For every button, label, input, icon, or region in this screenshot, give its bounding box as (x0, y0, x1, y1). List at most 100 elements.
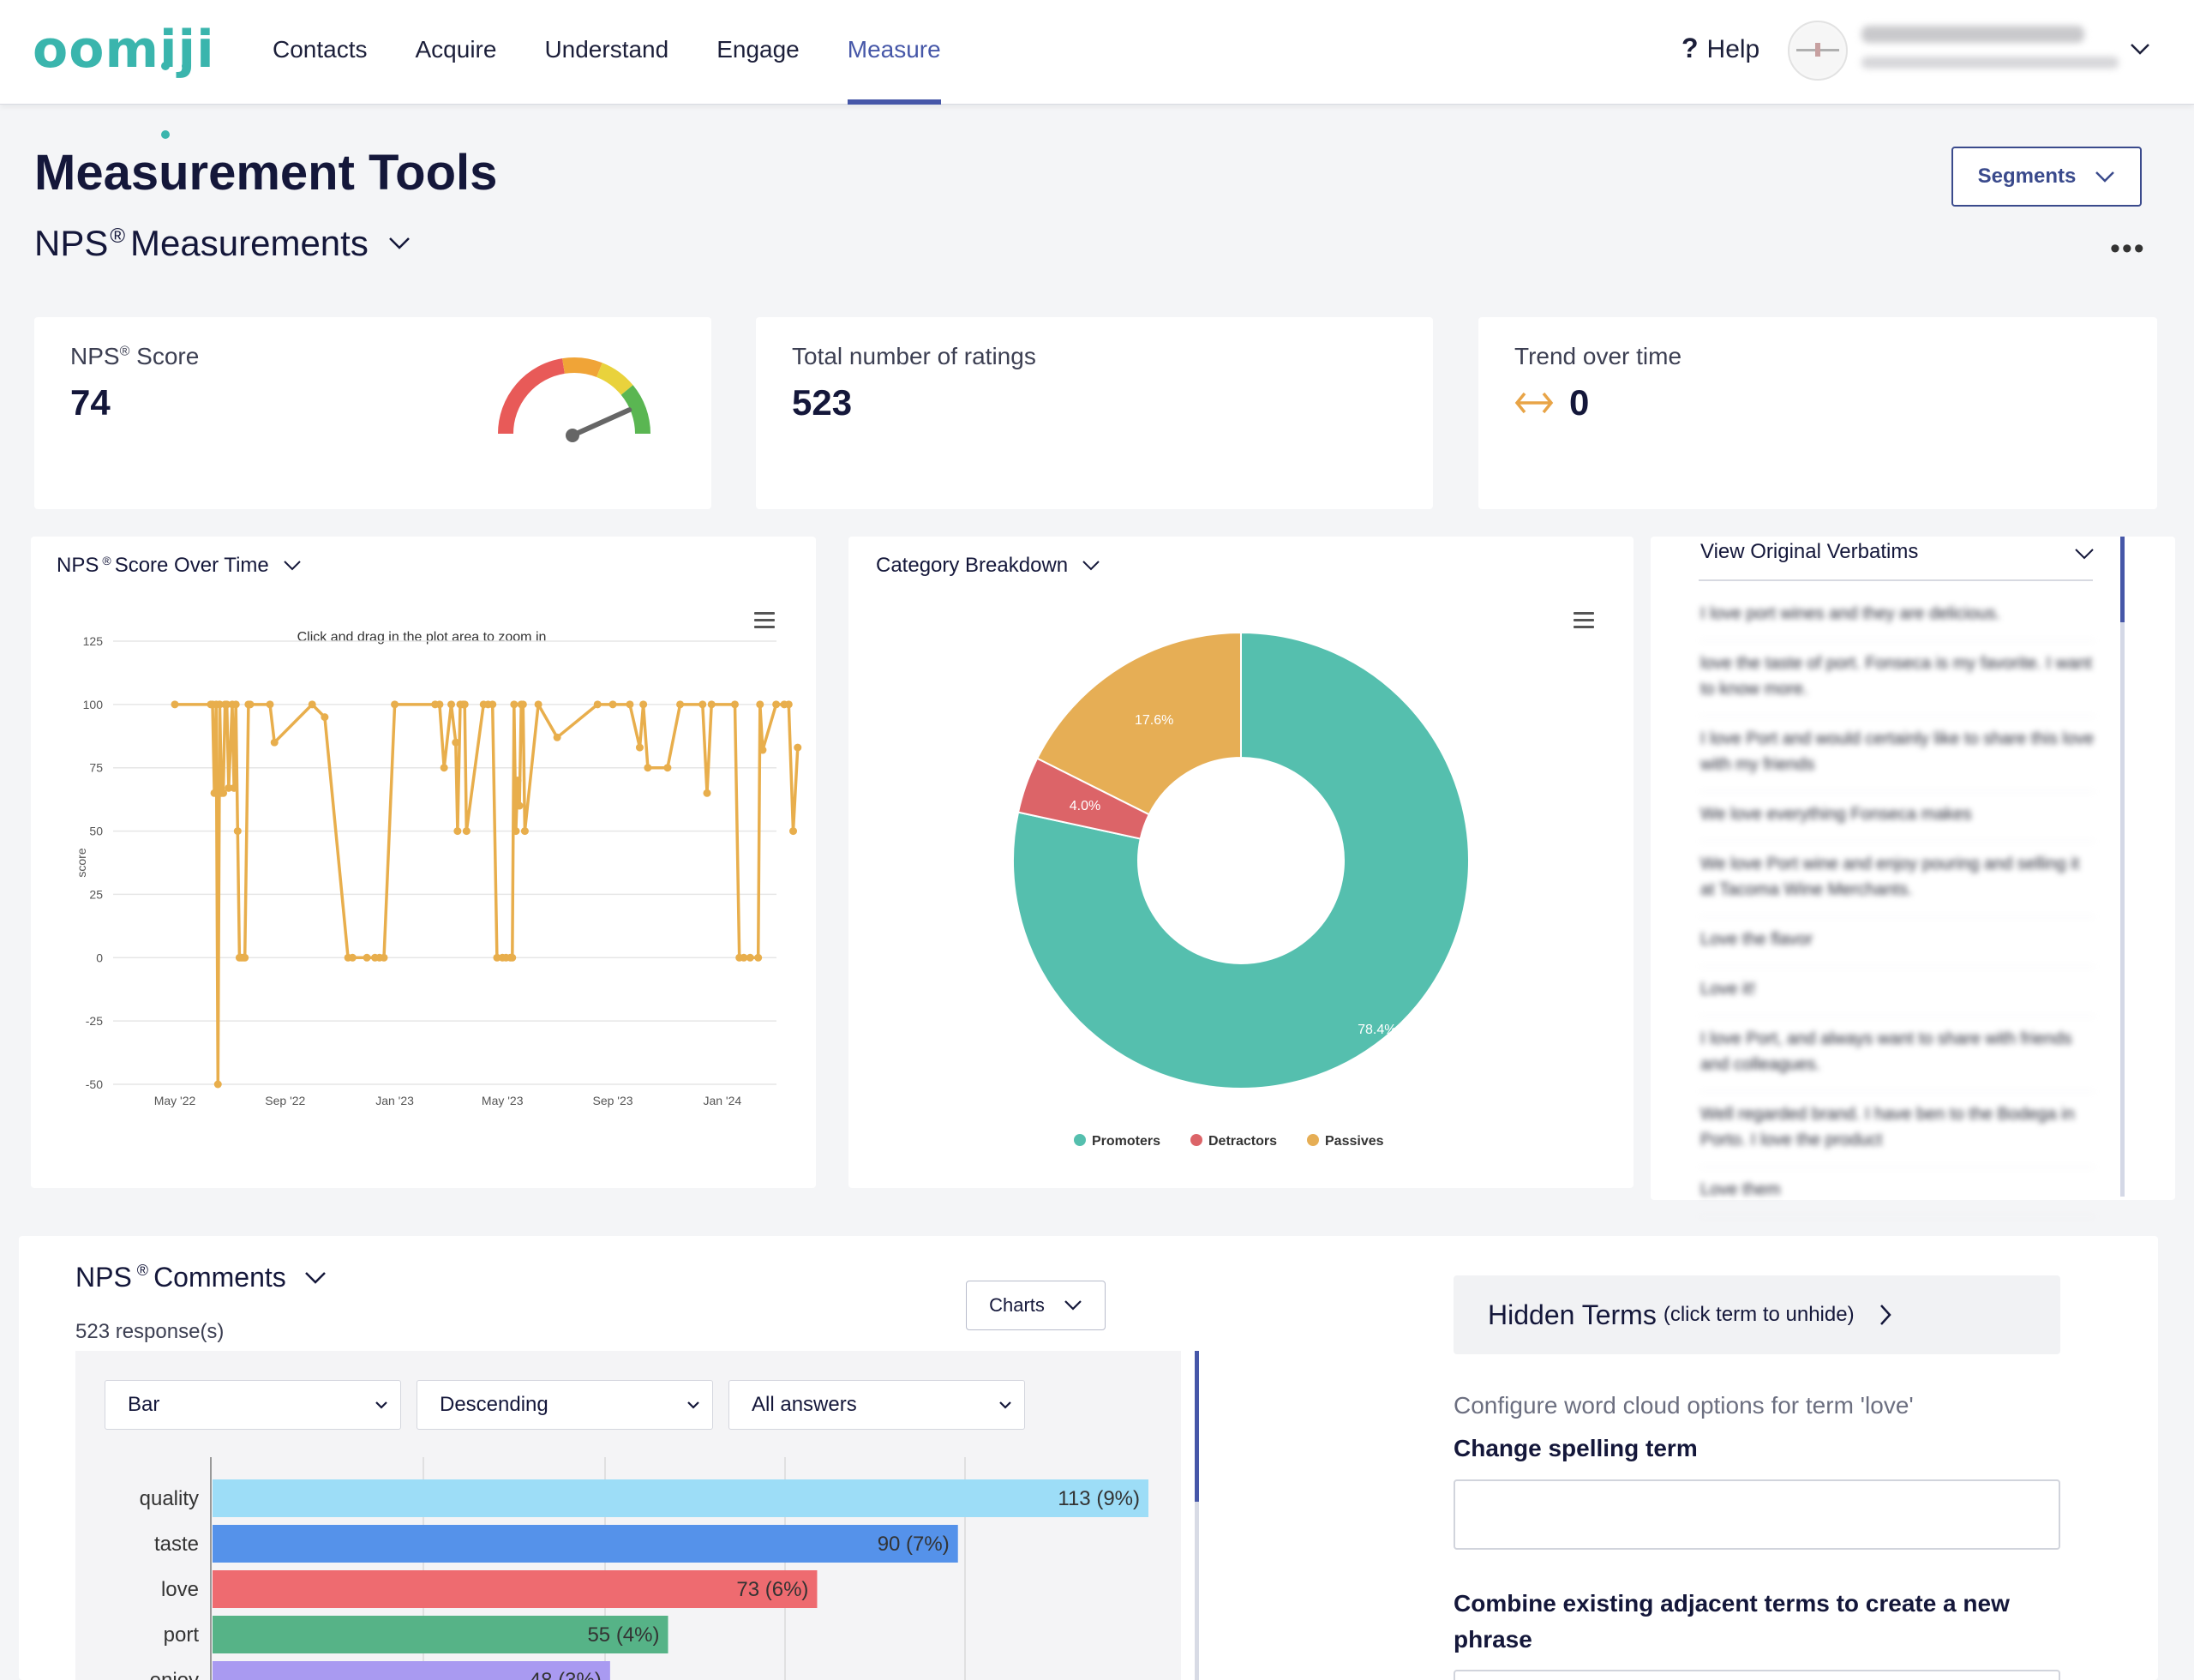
score-point (231, 700, 240, 709)
x-tick-label: May '22 (154, 1094, 196, 1107)
score-over-time-title[interactable]: NPS ® Score Over Time (57, 554, 302, 578)
gauge-segment (620, 385, 650, 435)
score-point (380, 953, 388, 962)
spelling-term-input[interactable] (1454, 1479, 2060, 1550)
x-tick-label: Sep '22 (265, 1094, 305, 1107)
bar-category-label: enjoy (150, 1669, 199, 1680)
oomiji-logo[interactable]: oomiji (33, 15, 214, 139)
nav-contacts[interactable]: Contacts (273, 36, 368, 63)
verbatims-scrollbar[interactable] (2120, 537, 2125, 1197)
score-point (308, 700, 316, 709)
score-point (453, 827, 462, 836)
bar-value-label: 55 (4%) (587, 1623, 659, 1647)
verbatims-divider (1699, 579, 2093, 581)
score-point (730, 700, 739, 709)
term-frequency-bar-chart[interactable]: quality 113 (9%) taste 90 (7%) love 73 (6%) po… (75, 1457, 1181, 1680)
verbatims-title[interactable]: View Original Verbatims (1700, 540, 1919, 563)
score-point (233, 827, 242, 836)
measurement-selector[interactable]: NPS ® Measurements (34, 223, 411, 264)
score-point (391, 700, 399, 709)
x-tick-label: May '23 (482, 1094, 524, 1107)
score-point (230, 783, 238, 792)
legend-label: Promoters (1092, 1134, 1160, 1149)
subtitle-nps: NPS (34, 223, 109, 263)
chart-menu-icon[interactable] (754, 612, 775, 629)
chevron-down-icon (304, 1271, 326, 1284)
chevron-right-icon (1879, 1305, 1891, 1325)
nps-gauge (498, 357, 650, 442)
y-tick-label: 0 (96, 951, 103, 964)
category-breakdown-title[interactable]: Category Breakdown (876, 554, 1100, 578)
verbatim-item: Love them (1700, 1167, 2095, 1217)
score-point (246, 700, 255, 709)
score-point (608, 700, 617, 709)
nav-engage[interactable]: Engage (716, 36, 800, 63)
score-point (703, 789, 711, 797)
y-tick-label: 50 (89, 825, 103, 838)
y-tick-label: 125 (83, 634, 104, 648)
horizontal-arrows-icon (1514, 392, 1554, 414)
verbatim-item: Love the flavor (1700, 917, 2095, 967)
registered-mark: ® (110, 225, 126, 248)
verbatim-item: I love port wines and they are delicious… (1700, 591, 2095, 641)
score-point (519, 700, 527, 709)
nav-understand[interactable]: Understand (544, 36, 669, 63)
ratings-label: Total number of ratings (792, 343, 1036, 369)
more-options-icon[interactable]: ••• (2110, 232, 2146, 265)
account-logo-icon (1792, 25, 1843, 76)
verbatim-item: I love Port and would certainly like to … (1700, 717, 2095, 792)
score-point (513, 776, 522, 784)
score-point (754, 953, 763, 962)
score-point (512, 827, 520, 836)
chevron-down-icon (687, 1401, 699, 1409)
bar-enjoy (213, 1661, 610, 1680)
score-point (270, 738, 279, 747)
comments-scrollbar[interactable] (1195, 1351, 1199, 1680)
answers-filter-select[interactable]: All answers (728, 1380, 1025, 1430)
nps-score-label: NPS® Score (70, 343, 200, 369)
score-point (784, 700, 793, 709)
subtitle-rest: Measurements (130, 223, 369, 263)
help-link[interactable]: ? Help (1681, 33, 1759, 64)
ratings-card: Total number of ratings 523 (756, 317, 1433, 509)
nav-acquire[interactable]: Acquire (415, 36, 497, 63)
comments-title[interactable]: NPS ® Comments (75, 1262, 327, 1293)
score-point (794, 743, 802, 752)
y-tick-label: 25 (89, 887, 103, 901)
combine-terms-input[interactable] (1454, 1670, 2060, 1680)
hidden-terms-toggle[interactable]: Hidden Terms (click term to unhide) (1454, 1275, 2060, 1354)
y-tick-label: -25 (86, 1014, 103, 1028)
bar-value-label: 90 (7%) (878, 1533, 950, 1556)
legend-label: Detractors (1208, 1134, 1277, 1149)
sort-order-select[interactable]: Descending (417, 1380, 713, 1430)
category-donut-chart[interactable]: 78.4% 4.0% 17.6% Promoters Detractors Passive… (848, 537, 1634, 1188)
chevron-down-icon[interactable] (2074, 547, 2095, 561)
chevron-down-icon[interactable] (2129, 38, 2151, 60)
y-tick-label: 75 (89, 761, 103, 775)
charts-label: Charts (989, 1294, 1045, 1316)
account-info[interactable] (1861, 26, 2119, 69)
gauge-segment (498, 358, 566, 435)
segments-button[interactable]: Segments (1951, 147, 2142, 207)
gauge-needle (570, 407, 632, 438)
comments-scroll-thumb[interactable] (1195, 1351, 1199, 1502)
chart-menu-icon[interactable] (1574, 612, 1594, 629)
verbatim-item: Love it! (1700, 967, 2095, 1017)
score-point (740, 953, 748, 962)
bar-quality (213, 1479, 1148, 1517)
score-line-chart[interactable]: Click and drag in the plot area to zoom … (31, 588, 816, 1188)
avatar[interactable] (1788, 21, 1848, 81)
chart-type-select[interactable]: Bar (105, 1380, 401, 1430)
score-point (440, 764, 448, 772)
verbatims-scroll-thumb[interactable] (2120, 537, 2125, 622)
charts-dropdown[interactable]: Charts (966, 1281, 1106, 1330)
score-point (213, 1080, 222, 1089)
score-point (241, 953, 249, 962)
gauge-segment (596, 363, 633, 395)
nav-measure[interactable]: Measure (824, 0, 965, 105)
chart-type-value: Bar (128, 1393, 160, 1416)
chevron-down-icon (1064, 1300, 1082, 1311)
chevron-down-icon (388, 237, 410, 249)
score-point (363, 953, 371, 962)
score-point (772, 700, 781, 709)
